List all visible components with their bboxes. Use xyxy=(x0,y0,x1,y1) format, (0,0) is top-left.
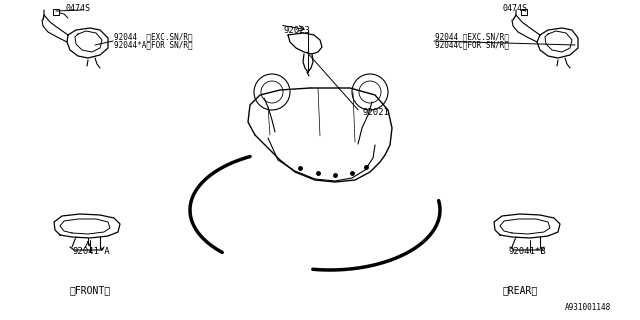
Text: 92023: 92023 xyxy=(283,26,310,35)
Text: 0474S: 0474S xyxy=(65,4,90,12)
Text: 〈REAR〉: 〈REAR〉 xyxy=(502,285,538,295)
Text: 〈FRONT〉: 〈FRONT〉 xyxy=(69,285,111,295)
Text: 0474S: 0474S xyxy=(502,4,527,12)
Text: 92041*A: 92041*A xyxy=(72,247,109,257)
Text: A931001148: A931001148 xyxy=(565,303,611,313)
Text: 92044*A〈FOR SN/R〉: 92044*A〈FOR SN/R〉 xyxy=(114,41,193,50)
Text: 92044  〈EXC.SN/R〉: 92044 〈EXC.SN/R〉 xyxy=(114,33,193,42)
Text: 92041*B: 92041*B xyxy=(508,247,546,257)
Text: 92044C〈FOR SN/R〉: 92044C〈FOR SN/R〉 xyxy=(435,41,509,50)
Text: 92044 〈EXC.SN/R〉: 92044 〈EXC.SN/R〉 xyxy=(435,33,509,42)
Text: 92021: 92021 xyxy=(362,108,389,116)
